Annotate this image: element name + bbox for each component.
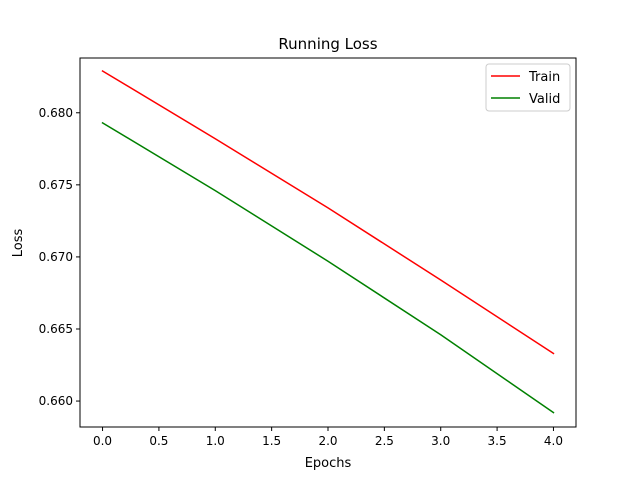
- x-tick-label: 3.5: [488, 434, 507, 448]
- chart-title: Running Loss: [278, 35, 377, 53]
- x-tick-label: 4.0: [544, 434, 563, 448]
- y-tick-label: 0.660: [39, 394, 73, 408]
- x-tick-label: 1.0: [206, 434, 225, 448]
- series-lines: [101, 69, 555, 414]
- x-tick-label: 2.0: [318, 434, 337, 448]
- y-tick-label: 0.665: [39, 322, 73, 336]
- x-tick-label: 2.5: [375, 434, 394, 448]
- legend-label-train: Train: [528, 70, 560, 85]
- x-tick-label: 1.5: [262, 434, 281, 448]
- x-tick-label: 0.0: [93, 434, 112, 448]
- legend-label-valid: Valid: [529, 92, 560, 107]
- y-tick-label: 0.680: [39, 106, 73, 120]
- y-tick-label: 0.670: [39, 250, 73, 264]
- legend: Train Valid: [485, 63, 571, 112]
- y-tick-label: 0.675: [39, 178, 73, 192]
- series-line-train: [101, 69, 555, 355]
- series-line-valid: [101, 121, 555, 414]
- x-axis-ticks: 0.0 0.5 1.0 1.5 2.0 2.5 3.0 3.5 4.0: [93, 427, 563, 448]
- x-tick-label: 3.0: [431, 434, 450, 448]
- x-axis-label: Epochs: [305, 456, 352, 471]
- plot-frame: [79, 57, 577, 428]
- x-tick-label: 0.5: [149, 434, 168, 448]
- y-axis-ticks: 0.660 0.665 0.670 0.675 0.680: [39, 106, 80, 408]
- y-axis-label: Loss: [11, 229, 26, 258]
